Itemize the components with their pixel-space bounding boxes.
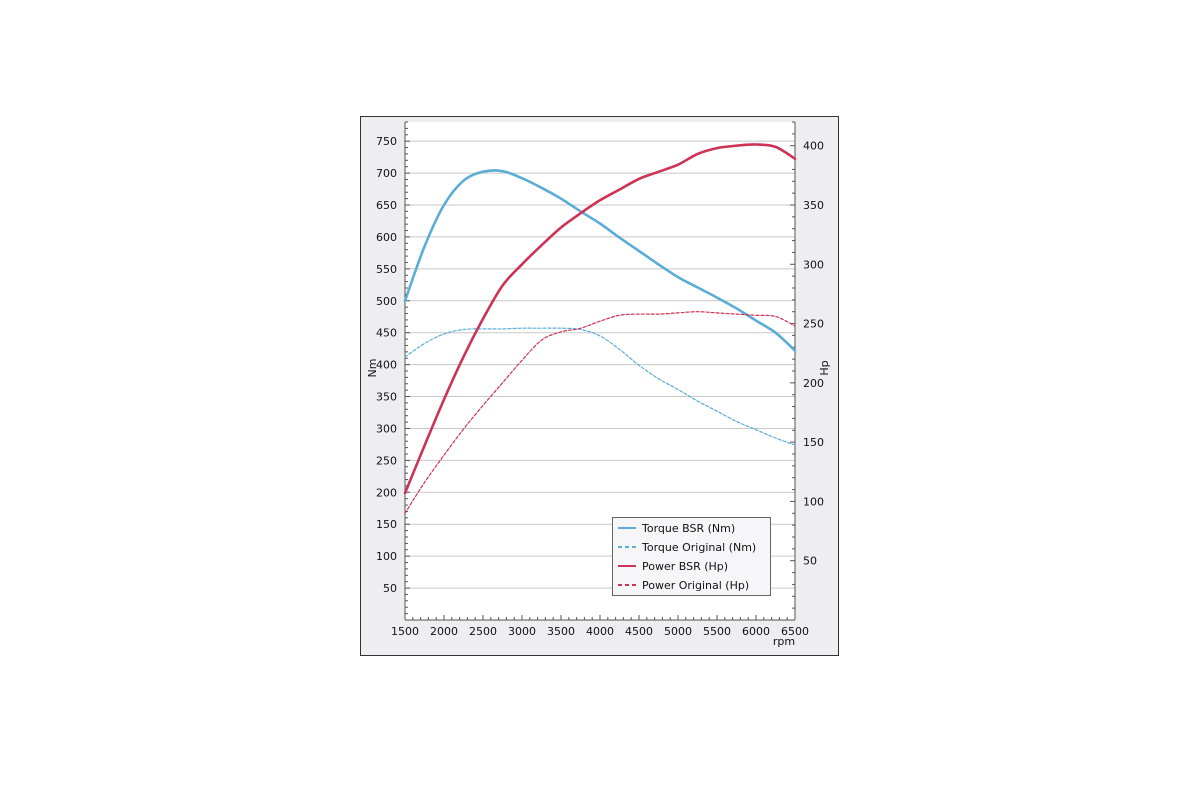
y-left-tick-label: 650 <box>376 199 397 212</box>
axes: 50 100 150 200 250 300 350 400 450 500 550 600 650 70… <box>366 121 831 648</box>
y-left-tick-label: 600 <box>376 231 397 244</box>
x-tick-label: 1500 <box>391 625 419 638</box>
legend-label: Torque BSR (Nm) <box>641 522 735 535</box>
x-tick-label: 3000 <box>508 625 536 638</box>
y-left-tick-label: 700 <box>376 167 397 180</box>
series-line-torque-original-nm <box>404 327 796 446</box>
y-right-tick-label: 50 <box>803 555 817 568</box>
series-lines <box>403 143 797 514</box>
y-left-tick-label: 200 <box>376 486 397 499</box>
y-left-tick-label: 550 <box>376 263 397 276</box>
y-right-tick-label: 350 <box>803 199 824 212</box>
x-tick-label: 6000 <box>742 625 770 638</box>
y-left-tick-label: 450 <box>376 327 397 340</box>
y-left-tick-label: 100 <box>376 550 397 563</box>
x-axis-title: rpm <box>773 635 795 648</box>
y-right-tick-label: 300 <box>803 258 824 271</box>
legend-box <box>612 517 771 596</box>
y-left-axis-title: Nm <box>366 359 379 378</box>
series-line-power-original-hp <box>404 311 796 514</box>
series-line-torque-bsr-nm <box>403 169 797 352</box>
y-right-tick-label: 250 <box>803 318 824 331</box>
x-tick-label: 6500 <box>781 625 809 638</box>
x-tick-label: 5500 <box>703 625 731 638</box>
x-tick-label: 4500 <box>625 625 653 638</box>
y-left-tick-label: 150 <box>376 518 397 531</box>
x-tick-label: 2500 <box>469 625 497 638</box>
y-left-tick-label: 250 <box>376 454 397 467</box>
legend-label: Power BSR (Hp) <box>642 560 728 573</box>
x-tick-label: 5000 <box>664 625 692 638</box>
y-left-tick-label: 750 <box>376 135 397 148</box>
x-tick-label: 2000 <box>430 625 458 638</box>
y-right-axis-title: Hp <box>818 360 831 375</box>
x-tick-label: 4000 <box>586 625 614 638</box>
y-right-tick-label: 100 <box>803 495 824 508</box>
legend-label: Torque Original (Nm) <box>641 541 756 554</box>
y-right-tick-label: 200 <box>803 377 824 390</box>
y-right-tick-label: 400 <box>803 140 824 153</box>
legend: Torque BSR (Nm) Torque Original (Nm) Power… <box>612 517 771 596</box>
series-line-power-bsr-hp <box>403 143 797 495</box>
y-left-tick-label: 50 <box>383 582 397 595</box>
x-tick-label: 3500 <box>547 625 575 638</box>
y-left-tick-label: 500 <box>376 295 397 308</box>
y-left-tick-label: 350 <box>376 391 397 404</box>
legend-label: Power Original (Hp) <box>642 579 749 592</box>
y-right-tick-label: 150 <box>803 436 824 449</box>
y-left-tick-label: 400 <box>376 359 397 372</box>
y-left-tick-label: 300 <box>376 422 397 435</box>
